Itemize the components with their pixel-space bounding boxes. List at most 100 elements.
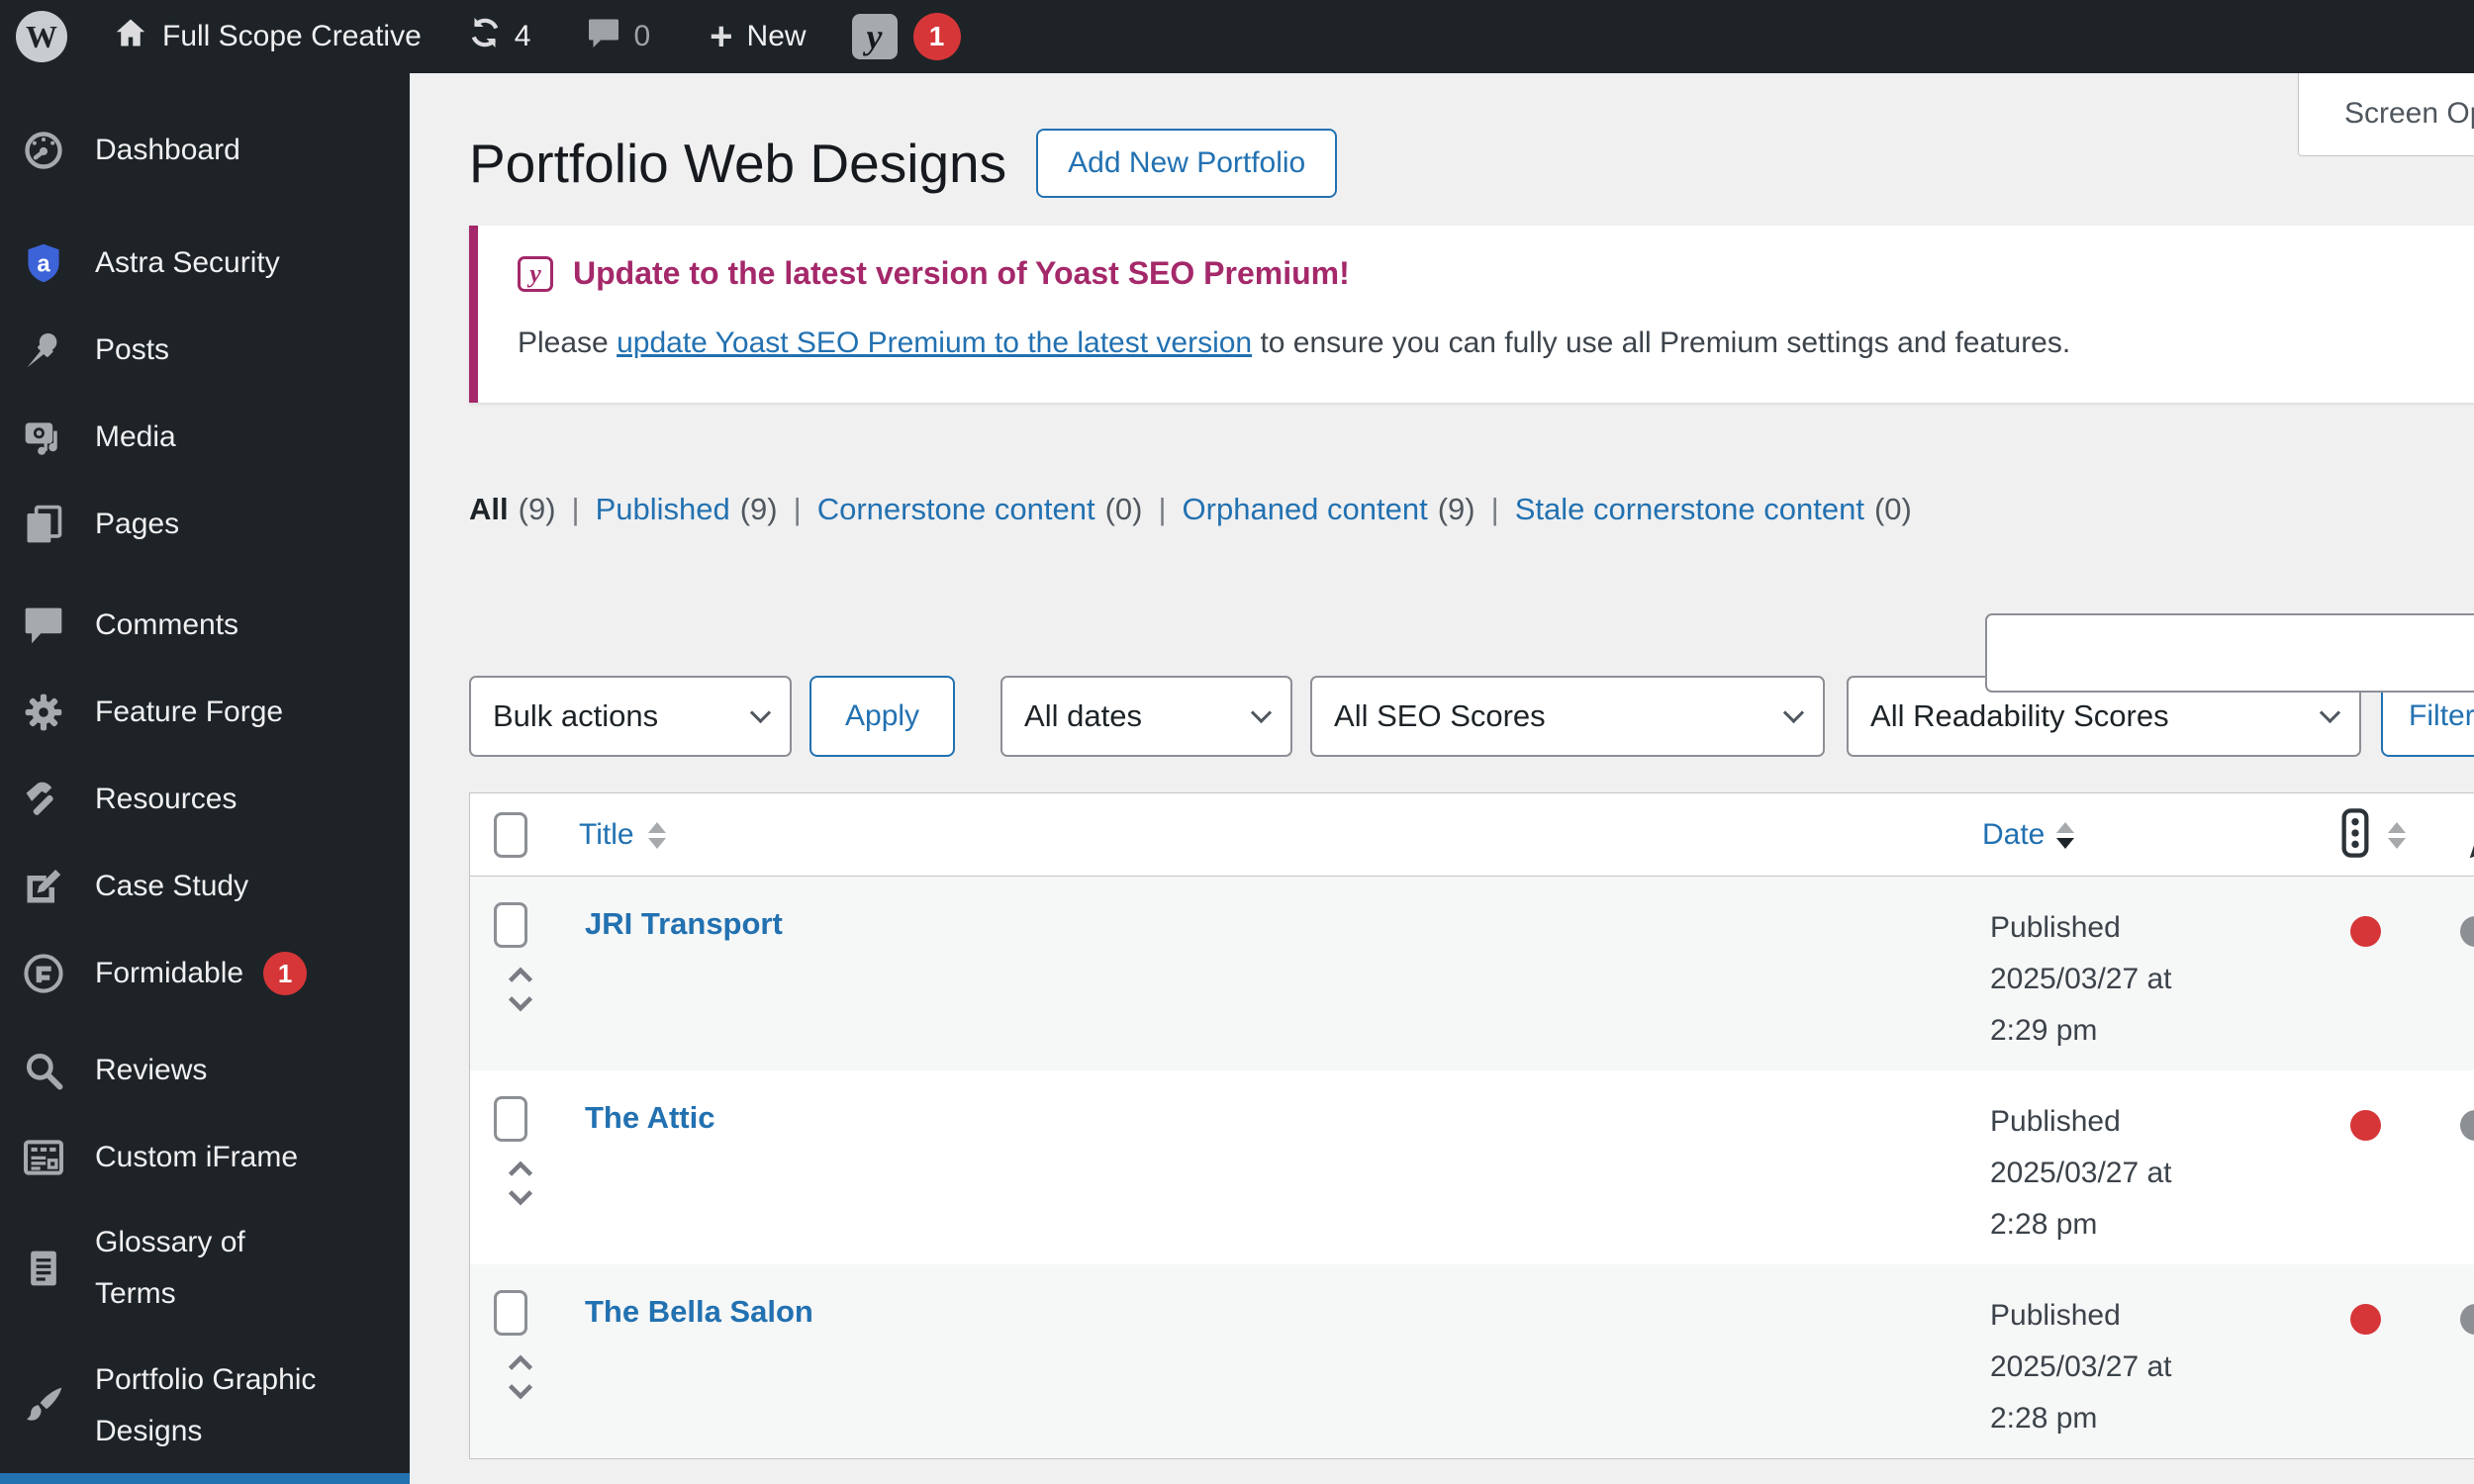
admin-bar: W Full Scope Creative 4 0	[0, 0, 2474, 73]
pages-icon	[22, 503, 65, 546]
notice-title-text: Update to the latest version of Yoast SE…	[573, 255, 1350, 291]
column-header-date[interactable]: Date	[1982, 793, 2075, 877]
sidebar-item-comments[interactable]: Comments	[0, 582, 410, 669]
sidebar-item-reviews[interactable]: Reviews	[0, 1027, 410, 1114]
seo-sort-icon	[2388, 821, 2406, 849]
view-separator: |	[571, 492, 580, 526]
readability-score-dot-gray	[2460, 916, 2474, 947]
view-stale-cornerstone-link[interactable]: Stale cornerstone content	[1514, 492, 1864, 526]
post-time-line: 2:28 pm	[1990, 1208, 2098, 1241]
view-all-link[interactable]: All	[469, 492, 509, 526]
select-all-checkbox[interactable]	[494, 812, 527, 858]
view-published-link[interactable]: Published	[595, 492, 730, 526]
table-header-row: Title Date	[470, 793, 2474, 877]
updates-menu[interactable]: 4	[467, 15, 531, 58]
apply-button[interactable]: Apply	[809, 676, 956, 757]
post-date-line: 2025/03/27 at	[1990, 1350, 2172, 1383]
update-yoast-link[interactable]: update Yoast SEO Premium to the latest v…	[617, 326, 1253, 359]
reorder-handle-icon[interactable]	[500, 1156, 541, 1216]
view-separator: |	[1490, 492, 1499, 526]
sidebar-item-feature-forge[interactable]: Feature Forge	[0, 669, 410, 756]
new-content-menu[interactable]: + New	[710, 17, 806, 56]
view-stale-cornerstone-count: (0)	[1873, 492, 1912, 526]
row-checkbox[interactable]	[494, 902, 527, 948]
view-separator: |	[793, 492, 802, 526]
view-cornerstone-link[interactable]: Cornerstone content	[816, 492, 1095, 526]
date-column-label: Date	[1982, 818, 2046, 851]
iframe-form-icon	[22, 1136, 65, 1179]
post-title-link[interactable]: The Bella Salon	[585, 1294, 813, 1329]
sidebar-item-portfolio-graphic-designs[interactable]: Portfolio Graphic Designs	[0, 1354, 410, 1457]
add-new-portfolio-button[interactable]: Add New Portfolio	[1036, 129, 1338, 198]
dates-filter-select[interactable]: All dates	[1000, 676, 1293, 757]
admin-sidebar: Dashboard a Astra Security	[0, 73, 410, 1484]
column-header-title[interactable]: Title	[579, 793, 666, 877]
wordpress-logo-icon[interactable]: W	[16, 11, 67, 62]
yoast-menu[interactable]: y 1	[851, 13, 961, 60]
notice-body-prefix: Please	[518, 326, 618, 359]
site-name-menu[interactable]: Full Scope Creative	[113, 15, 422, 58]
sidebar-item-dashboard[interactable]: Dashboard	[0, 107, 410, 194]
table-row: JRI Transport Published 2025/03/27 at 2:…	[470, 877, 2474, 1070]
row-checkbox[interactable]	[494, 1096, 527, 1142]
notice-body-suffix: to ensure you can fully use all Premium …	[1252, 326, 2071, 359]
sidebar-item-media[interactable]: Media	[0, 394, 410, 481]
updates-count: 4	[514, 20, 531, 52]
post-title-link[interactable]: JRI Transport	[585, 906, 783, 941]
view-orphaned-link[interactable]: Orphaned content	[1182, 492, 1428, 526]
seo-scores-filter-select[interactable]: All SEO Scores	[1310, 676, 1826, 757]
home-icon	[113, 15, 148, 58]
screen-options-tab[interactable]: Screen Options	[2298, 73, 2474, 156]
hammer-icon	[22, 778, 65, 821]
updates-icon	[467, 15, 503, 58]
seo-scores-filter-value: All SEO Scores	[1334, 698, 1546, 733]
sidebar-item-pages[interactable]: Pages	[0, 481, 410, 568]
comments-count: 0	[633, 20, 651, 52]
chevron-down-icon	[1782, 701, 1805, 723]
paintbrush-icon	[22, 1384, 65, 1428]
yoast-notification-badge: 1	[912, 13, 961, 60]
bulk-actions-select[interactable]: Bulk actions	[469, 676, 792, 757]
sidebar-item-posts[interactable]: Posts	[0, 307, 410, 394]
dashboard-gauge-icon	[22, 129, 65, 172]
post-time-line: 2:28 pm	[1990, 1402, 2098, 1435]
traffic-light-icon	[2338, 807, 2372, 864]
reorder-handle-icon[interactable]	[500, 962, 541, 1022]
chevron-down-icon	[2319, 701, 2341, 723]
astra-shield-icon: a	[22, 241, 65, 285]
gear-icon	[22, 691, 65, 734]
sidebar-item-custom-iframe[interactable]: Custom iFrame	[0, 1114, 410, 1201]
view-separator: |	[1158, 492, 1167, 526]
edit-pencil-square-icon	[22, 865, 65, 908]
notice-body: Please update Yoast SEO Premium to the l…	[518, 318, 2279, 369]
table-row: The Bella Salon Published 2025/03/27 at …	[470, 1264, 2474, 1458]
readability-scores-filter-value: All Readability Scores	[1870, 698, 2169, 733]
reorder-handle-icon[interactable]	[500, 1349, 541, 1410]
readability-pencil-icon[interactable]	[2463, 807, 2474, 868]
column-header-seo-score[interactable]	[2338, 793, 2406, 877]
search-input[interactable]	[1985, 613, 2474, 693]
post-date: Published 2025/03/27 at 2:29 pm	[1990, 902, 2172, 1057]
post-title-link[interactable]: The Attic	[585, 1100, 715, 1135]
sidebar-item-glossary-of-terms[interactable]: Glossary of Terms	[0, 1217, 410, 1320]
post-status: Published	[1990, 911, 2121, 944]
yoast-notice-icon: y	[518, 255, 553, 292]
formidable-icon	[22, 952, 65, 995]
sidebar-item-formidable[interactable]: Formidable 1	[0, 930, 410, 1017]
magnifier-icon	[22, 1049, 65, 1092]
sidebar-item-resources[interactable]: Resources	[0, 756, 410, 843]
sidebar-item-portfolio-web-designs-active[interactable]	[0, 1473, 410, 1484]
comments-bubble-icon	[22, 603, 65, 647]
formidable-count-badge: 1	[263, 952, 308, 995]
yoast-icon: y	[851, 14, 898, 59]
site-name: Full Scope Creative	[162, 20, 422, 52]
sidebar-item-astra-security[interactable]: a Astra Security	[0, 220, 410, 307]
chevron-down-icon	[749, 701, 772, 723]
comments-menu[interactable]: 0	[586, 15, 650, 58]
sidebar-item-case-study[interactable]: Case Study	[0, 843, 410, 930]
comment-bubble-icon	[586, 15, 621, 58]
chevron-down-icon	[1250, 701, 1273, 723]
post-date: Published 2025/03/27 at 2:28 pm	[1990, 1096, 2172, 1251]
row-checkbox[interactable]	[494, 1290, 527, 1336]
